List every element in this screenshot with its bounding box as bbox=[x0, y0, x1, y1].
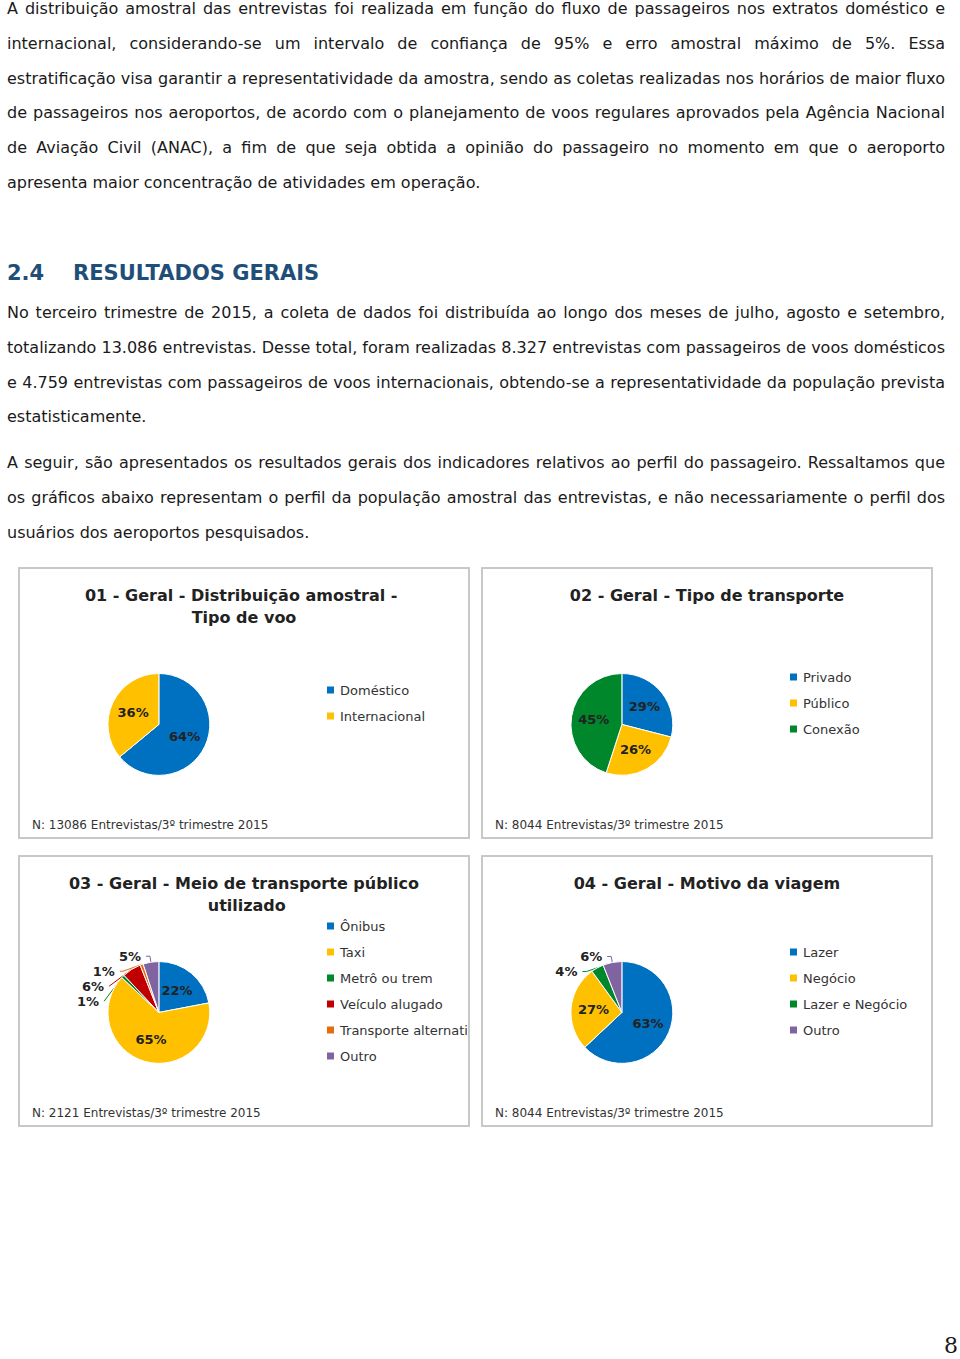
svg-text:03 - Geral - Meio de transport: 03 - Geral - Meio de transporte público bbox=[69, 874, 419, 893]
svg-text:01 - Geral - Distribuição amos: 01 - Geral - Distribuição amostral - bbox=[85, 586, 403, 605]
svg-text:Taxi: Taxi bbox=[339, 945, 365, 960]
svg-text:1%: 1% bbox=[93, 964, 115, 979]
svg-text:Lazer e Negócio: Lazer e Negócio bbox=[803, 997, 907, 1012]
svg-text:36%: 36% bbox=[118, 705, 149, 720]
svg-text:N: 8044 Entrevistas/3º trimest: N: 8044 Entrevistas/3º trimestre 2015 bbox=[495, 1106, 724, 1120]
svg-text:45%: 45% bbox=[578, 712, 609, 727]
svg-text:1%: 1% bbox=[77, 994, 99, 1009]
svg-text:Internacional: Internacional bbox=[340, 709, 425, 724]
html-text:A seguir, são apresentados os: A seguir, são apresentados os resultados… bbox=[7, 453, 945, 542]
svg-text:Privado: Privado bbox=[803, 670, 851, 685]
svg-text:22%: 22% bbox=[161, 983, 192, 998]
svg-text:Metrô ou trem: Metrô ou trem bbox=[340, 971, 433, 986]
svg-text:Público: Público bbox=[803, 696, 849, 711]
svg-text:Lazer: Lazer bbox=[803, 945, 839, 960]
svg-text:5%: 5% bbox=[119, 949, 141, 964]
svg-text:N: 13086 Entrevistas/3º trimes: N: 13086 Entrevistas/3º trimestre 2015 bbox=[32, 818, 268, 832]
svg-text:Conexão: Conexão bbox=[803, 722, 860, 737]
svg-text:Ônibus: Ônibus bbox=[340, 919, 386, 934]
svg-text:6%: 6% bbox=[82, 979, 104, 994]
svg-text:63%: 63% bbox=[632, 1016, 663, 1031]
svg-text:64%: 64% bbox=[169, 729, 200, 744]
svg-text:04 - Geral - Motivo da viagem: 04 - Geral - Motivo da viagem bbox=[574, 874, 841, 893]
svg-text:26%: 26% bbox=[620, 742, 651, 757]
svg-text:Transporte alternativo: Transporte alternativo bbox=[339, 1023, 468, 1038]
svg-text:Outro: Outro bbox=[340, 1049, 377, 1064]
html-text:RESULTADOS GERAIS: RESULTADOS GERAIS bbox=[73, 261, 320, 285]
svg-text:Tipo de voo: Tipo de voo bbox=[192, 608, 297, 627]
svg-text:02 - Geral - Tipo de transport: 02 - Geral - Tipo de transporte bbox=[570, 586, 845, 605]
svg-text:N: 2121 Entrevistas/3º trimest: N: 2121 Entrevistas/3º trimestre 2015 bbox=[32, 1106, 261, 1120]
svg-text:4%: 4% bbox=[555, 964, 577, 979]
svg-text:Negócio: Negócio bbox=[803, 971, 856, 986]
html-text:A distribuição amostral das en: A distribuição amostral das entrevistas … bbox=[7, 0, 945, 192]
svg-text:Outro: Outro bbox=[803, 1023, 840, 1038]
svg-text:utilizado: utilizado bbox=[202, 896, 286, 915]
html-text:No terceiro trimestre de 2015,: No terceiro trimestre de 2015, a coleta … bbox=[7, 303, 945, 427]
svg-text:6%: 6% bbox=[580, 949, 602, 964]
html-text:8: 8 bbox=[944, 1333, 958, 1358]
html-text:2.4: 2.4 bbox=[7, 261, 45, 285]
svg-text:Doméstico: Doméstico bbox=[340, 683, 409, 698]
svg-text:N: 8044 Entrevistas/3º trimest: N: 8044 Entrevistas/3º trimestre 2015 bbox=[495, 818, 724, 832]
svg-text:Veículo alugado: Veículo alugado bbox=[340, 997, 443, 1012]
svg-text:27%: 27% bbox=[578, 1002, 609, 1017]
svg-text:29%: 29% bbox=[629, 699, 660, 714]
svg-text:65%: 65% bbox=[135, 1032, 166, 1047]
